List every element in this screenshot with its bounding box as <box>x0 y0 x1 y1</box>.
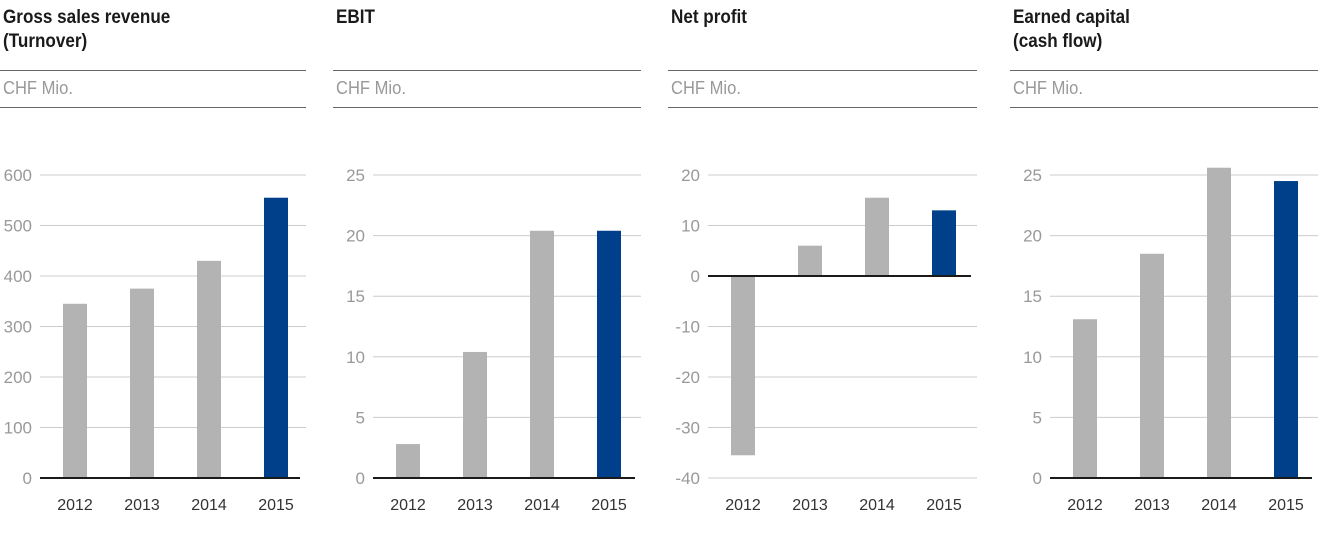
y-tick-label: 0 <box>1033 469 1042 488</box>
x-tick-label: 2015 <box>1268 497 1304 514</box>
bar <box>130 288 154 478</box>
y-tick-label: 10 <box>1023 348 1042 367</box>
y-tick-label: 10 <box>681 217 700 236</box>
y-tick-label: 15 <box>346 287 365 306</box>
x-tick-label: 2012 <box>57 497 93 514</box>
bar-chart-earned-capital: 0 5 10 15 20 25 2012 2013 2014 2015 <box>1023 166 1318 514</box>
x-tick-label: 2012 <box>725 497 761 514</box>
y-tick-label: 400 <box>4 267 32 286</box>
bar <box>932 210 956 276</box>
x-tick-label: 2013 <box>124 497 160 514</box>
title-divider <box>668 70 977 71</box>
bar <box>1207 167 1231 478</box>
title-divider <box>0 70 306 71</box>
bar <box>865 197 889 276</box>
y-tick-label: 0 <box>691 267 700 286</box>
y-tick-label: 20 <box>346 227 365 246</box>
y-tick-label: 5 <box>356 408 365 427</box>
bar <box>264 197 288 478</box>
bar-chart-ebit: 0 5 10 15 20 25 2012 2013 2014 2015 <box>346 166 641 514</box>
unit-divider <box>333 107 641 108</box>
bar-chart-gross-sales: 0 100 200 300 400 500 600 2012 2013 2014 2015 <box>4 166 306 514</box>
bar <box>731 276 755 456</box>
chart-panel-gross-sales: Gross sales revenue (Turnover) CHF Mio. … <box>0 0 306 536</box>
y-tick-label: 0 <box>356 469 365 488</box>
unit-divider <box>1010 107 1318 108</box>
chart-panel-earned-capital: Earned capital (cash flow) CHF Mio. 0 5 10… <box>1010 0 1318 536</box>
unit-label: CHF Mio. <box>336 78 406 98</box>
bar <box>1274 181 1298 478</box>
bar <box>197 260 221 478</box>
bar <box>597 230 621 478</box>
x-tick-label: 2015 <box>258 497 294 514</box>
x-tick-label: 2013 <box>457 497 493 514</box>
chart-title: Gross sales revenue (Turnover) <box>3 7 171 52</box>
x-tick-label: 2014 <box>859 497 895 514</box>
x-tick-label: 2014 <box>191 497 227 514</box>
title-divider <box>1010 70 1318 71</box>
bar <box>63 303 87 478</box>
x-tick-label: 2013 <box>1134 497 1170 514</box>
y-tick-label: 10 <box>346 348 365 367</box>
x-tick-label: 2015 <box>591 497 627 514</box>
chart-title: Net profit <box>671 7 747 28</box>
y-tick-label: -30 <box>675 419 700 438</box>
x-tick-label: 2014 <box>1201 497 1237 514</box>
y-tick-label: 15 <box>1023 287 1042 306</box>
chart-title: Earned capital (cash flow) <box>1013 7 1130 52</box>
x-tick-label: 2013 <box>792 497 828 514</box>
bar <box>463 351 487 478</box>
y-tick-label: 20 <box>1023 227 1042 246</box>
y-tick-label: 25 <box>1023 166 1042 185</box>
chart-title: EBIT <box>336 7 375 28</box>
bar <box>1073 319 1097 478</box>
y-tick-label: 100 <box>4 419 32 438</box>
unit-label: CHF Mio. <box>671 78 741 98</box>
y-tick-label: 200 <box>4 368 32 387</box>
y-tick-label: -10 <box>675 318 700 337</box>
title-divider <box>333 70 641 71</box>
y-tick-label: 20 <box>681 166 700 185</box>
y-tick-label: 300 <box>4 318 32 337</box>
y-tick-label: -20 <box>675 368 700 387</box>
unit-label: CHF Mio. <box>3 78 73 98</box>
x-tick-label: 2012 <box>1067 497 1103 514</box>
unit-divider <box>0 107 306 108</box>
x-tick-label: 2015 <box>926 497 962 514</box>
y-tick-label: -40 <box>675 469 700 488</box>
bar <box>798 245 822 276</box>
bar <box>530 230 554 478</box>
y-tick-label: 5 <box>1033 408 1042 427</box>
x-tick-label: 2014 <box>524 497 560 514</box>
y-tick-label: 0 <box>23 469 32 488</box>
y-tick-label: 500 <box>4 217 32 236</box>
bar <box>1140 253 1164 478</box>
unit-label: CHF Mio. <box>1013 78 1083 98</box>
chart-panel-net-profit: Net profit CHF Mio. -40 -30 -20 -10 0 10 20 201… <box>668 0 977 536</box>
x-tick-label: 2012 <box>390 497 426 514</box>
unit-divider <box>668 107 977 108</box>
bar-chart-net-profit: -40 -30 -20 -10 0 10 20 2012 2013 2014 2015 <box>675 166 977 514</box>
y-tick-label: 600 <box>4 166 32 185</box>
y-tick-label: 25 <box>346 166 365 185</box>
chart-panel-ebit: EBIT CHF Mio. 0 5 10 15 20 25 2012 2013 2014 2015 <box>333 0 641 536</box>
bar <box>396 444 420 478</box>
